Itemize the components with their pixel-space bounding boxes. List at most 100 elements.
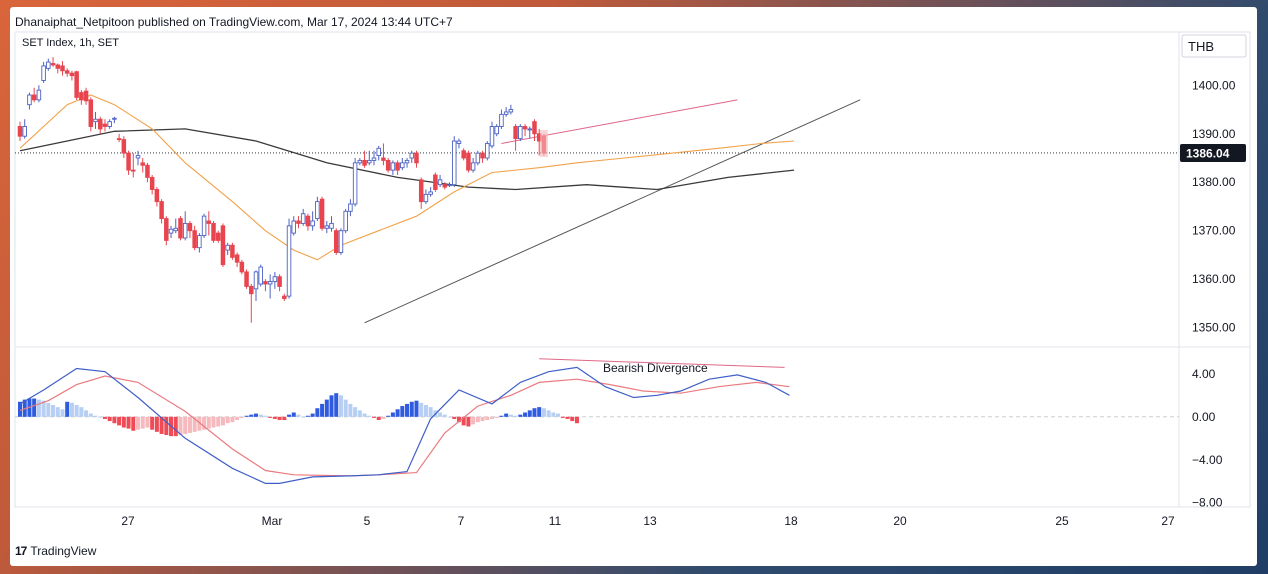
currency-box[interactable] — [1181, 34, 1247, 58]
macd-histogram-bar — [456, 416, 461, 423]
candle-body — [112, 117, 117, 120]
macd-histogram-bar — [405, 403, 410, 417]
time-tick-label: 5 — [364, 514, 371, 528]
macd-histogram-bar — [447, 416, 452, 418]
candle-body — [480, 152, 485, 159]
candle — [102, 119, 108, 132]
chart-svg[interactable]: 1350.001360.001370.001380.001390.001400.… — [10, 29, 1257, 559]
macd-histogram-bar — [159, 416, 164, 434]
candle-body — [461, 150, 466, 159]
macd-histogram-bar — [225, 416, 230, 424]
candle-body — [149, 176, 155, 190]
candle — [315, 196, 320, 221]
macd-histogram-bar — [357, 410, 362, 417]
macd-histogram-bar — [263, 415, 268, 417]
last-price-label: 1386.04 — [1186, 146, 1230, 160]
candle — [348, 199, 353, 217]
macd-histogram-bar — [329, 395, 334, 417]
candle — [36, 85, 42, 103]
macd-histogram-bar — [178, 416, 183, 436]
candle — [22, 119, 27, 139]
macd-histogram-bar — [107, 416, 112, 422]
candle — [518, 124, 523, 142]
candle-body — [154, 189, 160, 203]
macd-histogram-bar — [438, 412, 443, 417]
macd-histogram-bar — [348, 403, 353, 417]
macd-histogram-bar — [381, 416, 386, 419]
price-tick-label: 1380.00 — [1192, 175, 1236, 189]
ema-fast-line — [19, 94, 795, 261]
candle — [277, 274, 282, 292]
candle — [135, 150, 141, 166]
candle-body — [400, 162, 405, 169]
macd-histogram-bar — [277, 416, 282, 421]
candle-body — [296, 220, 301, 224]
candle-body — [173, 227, 179, 232]
macd-histogram-bar — [202, 416, 207, 430]
macd-histogram-bar — [490, 416, 494, 419]
candle — [305, 213, 311, 231]
macd-histogram-bar — [475, 416, 480, 423]
candle-body — [159, 201, 164, 220]
candle — [263, 279, 268, 292]
macd-histogram-bar — [187, 416, 192, 433]
macd-tick-label: −8.00 — [1192, 496, 1223, 510]
candle-body — [466, 152, 471, 171]
price-pane — [15, 57, 1179, 324]
candle — [485, 141, 490, 161]
macd-histogram-bar — [499, 415, 504, 417]
candle-body — [187, 222, 193, 232]
candle — [371, 150, 377, 166]
candle — [74, 70, 79, 100]
candle-body — [319, 198, 325, 229]
macd-histogram-bar — [513, 415, 518, 417]
candle-body — [451, 140, 457, 186]
macd-histogram-bar — [551, 412, 556, 417]
candle-body — [178, 218, 183, 239]
footer[interactable]: 17 TradingView — [15, 544, 96, 558]
candle-body — [286, 225, 292, 297]
candle-body — [50, 63, 56, 66]
macd-histogram-bar — [84, 410, 89, 417]
macd-line — [19, 366, 790, 484]
macd-histogram-bar — [310, 413, 315, 417]
candle-body — [310, 220, 315, 227]
candle — [404, 158, 410, 168]
candle — [503, 107, 509, 117]
candle-body — [433, 174, 438, 190]
candle-body — [522, 126, 528, 130]
currency-label: THB — [1188, 39, 1214, 54]
publisher-line: Dhanaiphat_Netpitoon published on Tradin… — [15, 15, 453, 29]
candle-body — [97, 118, 103, 130]
candle-body — [267, 281, 273, 285]
macd-histogram-bar — [131, 416, 136, 431]
candle — [532, 119, 537, 142]
candle-body — [263, 281, 268, 285]
candle — [418, 177, 424, 209]
candle — [46, 58, 51, 71]
candle — [197, 233, 202, 253]
macd-histogram-bar — [239, 416, 244, 418]
candle-body — [423, 193, 429, 203]
candle-body — [182, 222, 188, 239]
macd-histogram-bar — [74, 404, 79, 417]
candle — [461, 148, 466, 161]
candle — [362, 150, 367, 168]
candle — [178, 216, 183, 241]
candle-body — [442, 184, 448, 188]
candle — [300, 208, 306, 226]
candle — [522, 124, 528, 137]
macd-histogram-bar — [508, 414, 513, 417]
macd-histogram-bar — [36, 399, 41, 417]
last-price-box — [1180, 143, 1246, 162]
macd-histogram-bar — [272, 416, 277, 419]
candle — [159, 199, 164, 224]
candle-body — [258, 266, 263, 285]
macd-histogram-bar — [452, 416, 457, 419]
candle-body — [145, 164, 150, 178]
macd-histogram-bar — [32, 398, 37, 417]
price-tick-label: 1350.00 — [1192, 321, 1236, 335]
macd-histogram-bar — [423, 404, 428, 417]
candle — [154, 187, 160, 207]
candle — [470, 158, 476, 173]
